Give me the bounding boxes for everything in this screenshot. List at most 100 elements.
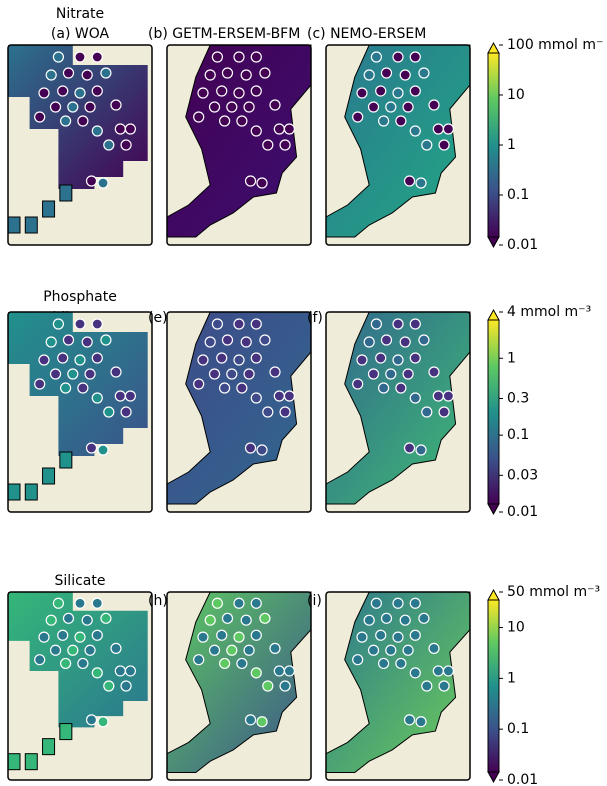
station	[409, 392, 421, 404]
station	[97, 444, 109, 456]
station	[204, 336, 216, 348]
station	[85, 714, 98, 726]
station	[226, 101, 238, 113]
sea-cell	[59, 184, 73, 202]
row-title: Phosphate	[43, 289, 117, 305]
station	[380, 334, 393, 346]
station	[256, 177, 268, 189]
station	[421, 139, 433, 151]
station	[208, 101, 221, 113]
station	[243, 368, 255, 380]
map-panel	[166, 591, 312, 781]
station	[250, 51, 262, 63]
station	[233, 51, 245, 63]
station	[62, 67, 75, 79]
map-panel	[325, 44, 471, 246]
station	[262, 406, 274, 418]
station	[392, 597, 404, 609]
station	[77, 657, 89, 670]
station	[91, 125, 103, 137]
station	[193, 111, 205, 123]
colorbar-tick-label: 1	[507, 670, 516, 686]
station	[250, 318, 262, 330]
station	[438, 406, 450, 418]
station	[197, 631, 209, 643]
station	[211, 597, 223, 609]
station	[38, 87, 50, 99]
station	[415, 177, 427, 189]
station	[428, 642, 440, 655]
station	[269, 642, 281, 655]
station	[34, 111, 46, 123]
panel-frame	[7, 591, 153, 781]
station	[84, 644, 96, 656]
station	[120, 680, 132, 692]
station	[233, 597, 245, 609]
colorbar-tick-label: 0.03	[507, 467, 538, 483]
station	[399, 69, 411, 81]
station	[244, 442, 257, 454]
sea-cell	[7, 216, 21, 234]
sea-cell	[7, 483, 21, 501]
station	[240, 614, 252, 626]
station	[77, 115, 89, 127]
station	[236, 382, 248, 394]
panel-frame	[166, 311, 312, 513]
station	[428, 366, 440, 378]
station	[45, 69, 57, 81]
station	[219, 382, 231, 394]
map-panel	[325, 311, 471, 513]
station	[59, 657, 72, 670]
map-panel	[325, 591, 471, 781]
station	[256, 716, 268, 728]
station	[216, 352, 228, 364]
sea-cell	[24, 483, 38, 501]
station	[378, 115, 390, 127]
station	[243, 644, 255, 656]
row-title: Silicate	[55, 573, 106, 589]
panel-frame	[325, 311, 471, 513]
station	[233, 318, 245, 330]
station	[421, 406, 433, 418]
station	[402, 101, 414, 113]
station	[421, 680, 433, 692]
station	[283, 390, 295, 402]
station	[370, 597, 382, 609]
map-panel	[166, 44, 312, 246]
station	[91, 51, 103, 63]
station	[415, 716, 427, 728]
station	[244, 714, 257, 726]
map-panel	[166, 311, 312, 513]
station	[97, 177, 109, 189]
colorbar-tick-label: 0.1	[507, 427, 529, 443]
colorbar-extend	[487, 236, 500, 249]
station	[74, 318, 86, 330]
station	[367, 101, 380, 113]
station	[219, 657, 231, 670]
station	[49, 368, 62, 380]
colorbar-tick-label: 50 mmol m⁻³	[507, 584, 600, 600]
station	[370, 51, 382, 63]
station	[262, 139, 274, 151]
station	[243, 101, 255, 113]
station	[250, 352, 262, 364]
station	[256, 444, 268, 456]
station	[269, 99, 281, 111]
station	[34, 654, 46, 666]
station	[74, 354, 86, 366]
station	[378, 657, 390, 670]
colorbar-tick-label: 0.01	[507, 237, 538, 253]
station	[259, 67, 271, 79]
sea-cell	[24, 216, 38, 234]
colorbar-tick-label: 0.01	[507, 772, 538, 786]
station	[208, 644, 221, 656]
station	[49, 644, 62, 656]
sea	[8, 592, 148, 728]
colorbar	[487, 599, 500, 773]
station	[442, 665, 454, 677]
colorbar	[487, 319, 500, 505]
colorbar-tick-label: 1	[507, 137, 516, 153]
station	[392, 318, 404, 330]
station	[85, 442, 98, 454]
